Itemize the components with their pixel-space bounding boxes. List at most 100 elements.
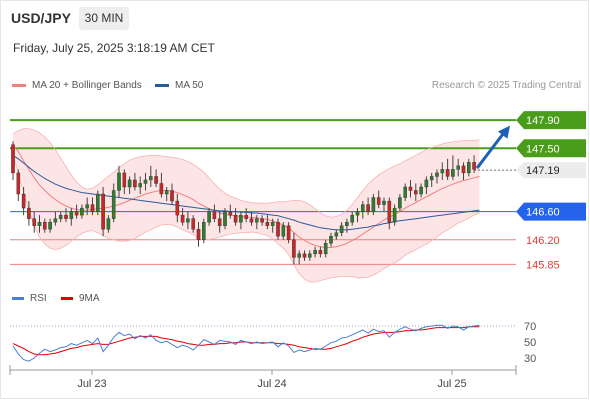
symbol-title: USD/JPY (11, 10, 71, 26)
legend-ma50-swatch (155, 84, 169, 87)
candle-body (260, 218, 264, 223)
candle-body (186, 218, 190, 223)
candle-body (233, 214, 238, 223)
last-price-label: 147.19 (526, 165, 560, 177)
legend-rsi-label: RSI (30, 293, 47, 304)
level-label: 146.20 (526, 235, 560, 247)
candle-body (164, 190, 169, 195)
candle-body (398, 197, 402, 209)
candle-body (90, 204, 95, 212)
candle-body (281, 225, 286, 237)
candle-body (117, 172, 121, 191)
candle-body (265, 221, 270, 226)
candle-body (133, 179, 137, 188)
candle-body (64, 214, 68, 219)
legend-9ma-swatch (61, 297, 73, 300)
candle-body (228, 211, 233, 216)
last-price-tag (516, 162, 586, 179)
candle-body (276, 221, 280, 237)
candle-body (366, 204, 370, 212)
candle-body (414, 190, 418, 195)
candle-body (323, 243, 328, 255)
level-label: 146.60 (526, 207, 560, 219)
candle-body (69, 211, 74, 219)
legend-ma50-label: MA 50 (175, 80, 204, 91)
candle-body (350, 214, 355, 223)
level-tag-resistance (516, 139, 586, 158)
candle-body (21, 193, 26, 209)
x-tick-label: Jul 23 (77, 378, 106, 390)
forecast-arrow-head (497, 125, 510, 139)
candle-body (313, 250, 317, 255)
candle-body (334, 232, 339, 237)
candle-body (48, 221, 52, 230)
candle-body (159, 183, 164, 195)
timeframe-button[interactable]: 30 MIN (79, 7, 129, 30)
candle-body (456, 165, 461, 170)
candle-body (249, 218, 254, 223)
candle-body (58, 214, 63, 219)
candle-body (467, 162, 471, 174)
bollinger-lower-line (12, 155, 480, 283)
candle-body (127, 179, 132, 188)
candle-body (32, 218, 36, 226)
candle-body (175, 200, 180, 216)
candle-body (270, 221, 275, 226)
candle-body (80, 207, 84, 216)
rsi-9ma-line (12, 326, 480, 356)
candle-body (371, 197, 376, 212)
candle-body (37, 221, 42, 226)
candle-body (329, 236, 333, 244)
candle-body (43, 221, 47, 230)
candle-body (440, 169, 445, 174)
legend-ma20: MA 20 + Bollinger Bands (12, 80, 142, 91)
candle-body (239, 214, 243, 223)
candle-body (382, 200, 386, 205)
rsi-tick-label: 70 (524, 321, 536, 333)
candle-body (101, 193, 105, 230)
candle-body (392, 207, 397, 223)
rsi-line (12, 324, 480, 362)
level-label: 147.90 (526, 115, 560, 127)
candle-body (138, 183, 143, 188)
x-tick-label: Jul 24 (257, 378, 286, 390)
candle-body (111, 190, 116, 219)
timestamp: Friday, July 25, 2025 3:18:19 AM CET (13, 41, 215, 55)
x-tick-label: Jul 25 (437, 378, 466, 390)
candle-body (308, 253, 312, 258)
candle-body (154, 176, 158, 184)
level-label: 145.85 (526, 259, 560, 271)
bollinger-band-area (13, 128, 480, 282)
candle-body (286, 225, 291, 240)
candle-body (419, 186, 423, 195)
candle-body (345, 221, 349, 226)
candle-body (217, 218, 222, 226)
forecast-arrow-shaft (475, 131, 506, 169)
x-axis: Jul 23 Jul 24 Jul 25 (9, 365, 517, 390)
rsi-tick-label: 50 (524, 337, 536, 349)
candle-body (361, 204, 365, 212)
legend-rsi-swatch (12, 297, 24, 300)
legend-ma50: MA 50 (155, 80, 203, 91)
candle-body (106, 218, 111, 230)
level-tag-pivot (516, 202, 586, 221)
candle-body (16, 172, 21, 195)
candle-body (95, 193, 100, 212)
candle-body (387, 200, 392, 223)
candle-body (74, 211, 79, 216)
candle-body (191, 218, 196, 230)
candle-body (254, 218, 259, 223)
legend-rsi: RSI (12, 293, 47, 304)
candle-body (201, 221, 206, 240)
candle-body (302, 253, 307, 258)
bollinger-bands-layer (13, 128, 480, 282)
candle-body (207, 211, 211, 223)
candle-body (292, 239, 296, 258)
candle-body (429, 176, 434, 181)
candle-body (408, 186, 413, 191)
candle-body (148, 176, 153, 181)
legend-ma20-swatch (12, 84, 26, 87)
candle-body (27, 207, 31, 219)
candle-body (143, 179, 148, 184)
